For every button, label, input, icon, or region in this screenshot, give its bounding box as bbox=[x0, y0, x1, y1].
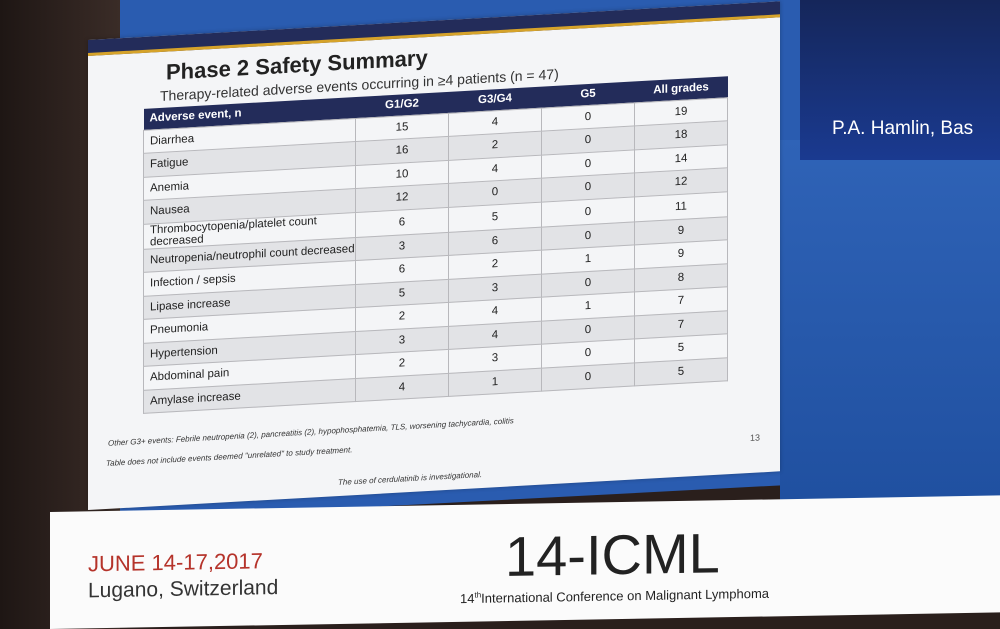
table-cell: 4 bbox=[355, 372, 449, 402]
screen-background bbox=[780, 140, 1000, 520]
footnote-exclusion: Table does not include events deemed "un… bbox=[106, 445, 353, 468]
edition-number: 14 bbox=[460, 590, 475, 607]
page-number: 13 bbox=[749, 432, 760, 443]
speaker-video: P.A. Hamlin, Bas bbox=[800, 0, 1000, 160]
disclaimer: The use of cerdulatinib is investigation… bbox=[338, 469, 483, 488]
conference-banner: JUNE 14-17,2017 Lugano, Switzerland 14-I… bbox=[50, 495, 1000, 629]
conference-name: International Conference on Malignant Ly… bbox=[481, 585, 770, 606]
footnote-other-events: Other G3+ events: Febrile neutropenia (2… bbox=[108, 416, 514, 448]
table-cell: 1 bbox=[448, 367, 542, 397]
conference-date: JUNE 14-17,2017 bbox=[88, 548, 263, 577]
table-cell: 5 bbox=[634, 357, 728, 386]
adverse-events-table: Adverse event, n G1/G2 G3/G4 G5 All grades D… bbox=[143, 76, 728, 414]
conference-location: Lugano, Switzerland bbox=[88, 576, 279, 603]
slide: Phase 2 Safety Summary Therapy-related a… bbox=[88, 1, 780, 511]
table-cell: 0 bbox=[541, 362, 635, 392]
conference-logo: 14-ICML bbox=[505, 521, 720, 589]
speaker-name: P.A. Hamlin, Bas bbox=[832, 118, 974, 139]
